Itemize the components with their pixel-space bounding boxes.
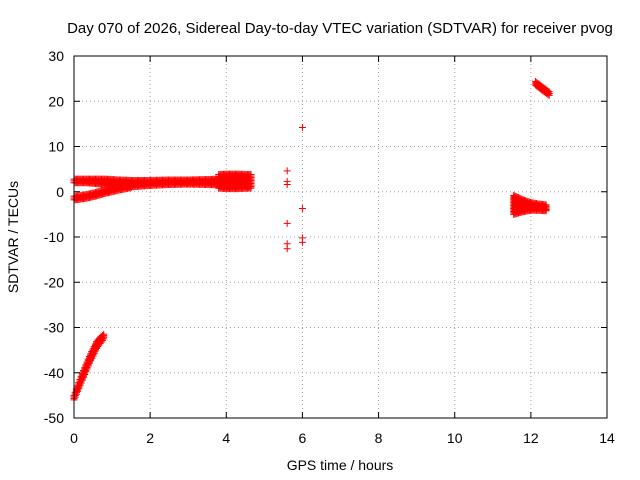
chart-title: Day 070 of 2026, Sidereal Day-to-day VTE…: [67, 20, 613, 37]
y-tick-label: -30: [44, 320, 64, 336]
data-markers: [70, 77, 553, 404]
data-point: [283, 167, 291, 175]
data-point: [283, 181, 291, 189]
x-tick-label: 10: [447, 430, 463, 446]
y-tick-label: 20: [48, 93, 64, 109]
plot-frame: [73, 55, 608, 419]
x-tick-label: 4: [222, 430, 230, 446]
x-tick-label: 8: [375, 430, 383, 446]
band-marker: [545, 88, 553, 96]
y-tick-label: 30: [48, 48, 64, 64]
grid-lines: [74, 56, 607, 418]
x-tick-label: 6: [299, 430, 307, 446]
y-tick-label: 0: [56, 184, 64, 200]
y-tick-label: -20: [44, 274, 64, 290]
x-axis-label: GPS time / hours: [287, 457, 394, 473]
y-tick-label: -40: [44, 365, 64, 381]
y-axis-label: SDTVAR / TECUs: [5, 181, 21, 293]
axis-ticks: 0 2 4 6 8 10 12 14 -50 -40 -30 -20 -10 0 10 20 30: [44, 48, 615, 446]
x-tick-label: 0: [70, 430, 78, 446]
x-tick-label: 12: [523, 430, 539, 446]
band-marker: [100, 330, 108, 338]
y-tick-label: -10: [44, 229, 64, 245]
data-point: [283, 245, 291, 253]
data-point: [542, 206, 550, 214]
data-point: [298, 123, 306, 131]
data-point: [283, 219, 291, 227]
band-marker: [127, 180, 135, 188]
x-tick-label: 14: [599, 430, 615, 446]
y-tick-label: -50: [44, 410, 64, 426]
y-tick-label: 10: [48, 139, 64, 155]
x-tick-label: 2: [146, 430, 154, 446]
data-point: [298, 238, 306, 246]
band-marker: [247, 171, 255, 179]
data-point: [298, 204, 306, 212]
